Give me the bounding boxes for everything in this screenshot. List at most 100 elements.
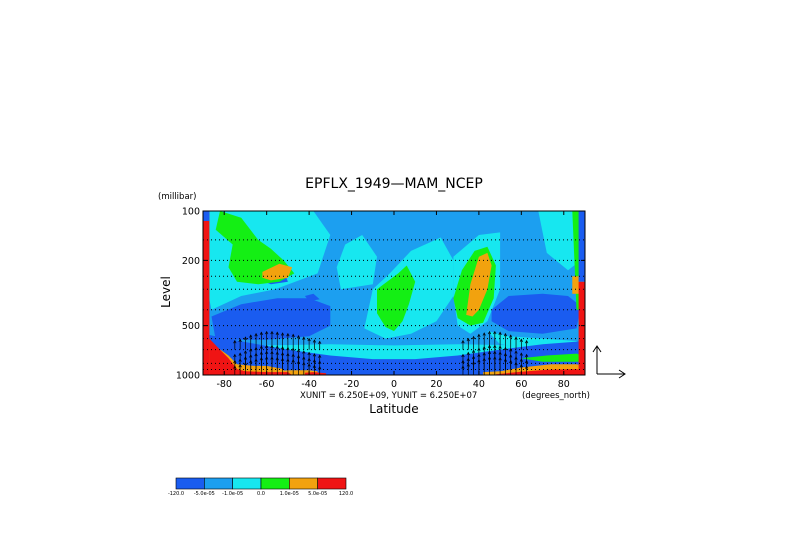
flux-vector-head--55-700 <box>275 331 279 335</box>
chart-title: EPFLX_1949—MAM_NCEP <box>305 176 483 192</box>
flux-vector-head--50-700 <box>286 332 290 337</box>
contour-region-2 <box>336 235 377 290</box>
flux-vector-head--57.5-700 <box>270 330 274 335</box>
flux-vector-head-37.5-700 <box>471 335 476 340</box>
x-tick-label-20: 20 <box>430 379 442 390</box>
colorbar-label-5: 5.0e-05 <box>308 491 327 497</box>
flux-vector-head--72.5-850 <box>238 352 242 356</box>
flux-vector-head-32.5-700 <box>461 339 465 344</box>
colorbar-swatch-4 <box>289 477 318 490</box>
flux-vector-head--75-700 <box>233 339 237 344</box>
flux-vector-head--35-700 <box>318 340 322 345</box>
reference-arrowhead-right <box>618 369 626 379</box>
contour-region-12 <box>304 293 320 302</box>
flux-vector-head--70-700 <box>243 336 248 340</box>
flux-vector-head--37.5-700 <box>312 339 317 343</box>
flux-vector-head--37.5-850 <box>312 353 317 357</box>
colorbar-swatch-3 <box>260 477 290 490</box>
flux-vector-head--47.5-700 <box>291 333 295 338</box>
x-tick-label--60: -60 <box>259 379 275 390</box>
flux-vector-head--45-850 <box>296 348 301 353</box>
flux-vector-head--75-850 <box>233 353 237 358</box>
y-tick-label-200: 200 <box>182 256 200 267</box>
y-tick-label-500: 500 <box>182 321 200 332</box>
x-tick-label-0: 0 <box>391 379 397 390</box>
y-axis-label: Level <box>159 276 173 308</box>
x-axis-label: Latitude <box>369 402 418 416</box>
reference-arrowhead-up <box>592 345 602 353</box>
contour-region-29 <box>203 211 210 221</box>
colorbar-swatch-1 <box>204 477 233 490</box>
x-tick-label-40: 40 <box>473 379 485 390</box>
flux-vector-head--62.5-700 <box>259 331 263 335</box>
contour-region-25 <box>209 338 293 375</box>
flux-vector-head-60-700 <box>519 338 523 342</box>
colorbar-label-1: -5.0e-05 <box>194 491 215 497</box>
x-tick-label-60: 60 <box>515 379 527 390</box>
flux-vector-head-62.5-850 <box>525 353 529 358</box>
flux-vector-head-52.5-700 <box>503 332 508 337</box>
contour-region-17 <box>521 353 585 362</box>
colorbar <box>175 477 347 490</box>
x-tick-label--20: -20 <box>344 379 360 390</box>
flux-vector-head--60-700 <box>265 330 269 335</box>
contour-region-18 <box>262 263 293 281</box>
x-tick-label--40: -40 <box>301 379 317 390</box>
contour-region-8 <box>211 298 331 340</box>
contour-fills <box>203 211 585 375</box>
flux-vector-head--65-700 <box>254 332 258 337</box>
vector-scale-label: XUNIT = 6.250E+09, YUNIT = 6.250E+07 <box>300 391 477 401</box>
reference-vector-arrows <box>592 345 626 379</box>
y-axis-unit-label: (millibar) <box>158 192 196 202</box>
contour-region-14 <box>377 265 416 332</box>
x-tick-label-80: 80 <box>558 379 570 390</box>
flux-vector-head-45-700 <box>487 330 492 335</box>
y-tick-label-1000: 1000 <box>176 371 200 382</box>
flux-vector-head--67.5-700 <box>249 334 253 338</box>
colorbar-label-4: 1.0e-05 <box>280 491 299 497</box>
x-axis-unit-label: (degrees_north) <box>522 391 590 401</box>
y-axis-ticks: 100 200 500 1000 <box>176 207 585 382</box>
colorbar-swatch-2 <box>232 477 262 490</box>
y-tick-label-100: 100 <box>182 207 200 218</box>
flux-vector-head--52.5-700 <box>280 332 285 336</box>
contour-region-24 <box>203 211 210 375</box>
x-axis-ticks: -80 -60 -40 -20 0 20 40 60 80 <box>216 211 570 390</box>
flux-vector-head-50-700 <box>498 331 502 335</box>
flux-vector-head--45-700 <box>296 335 301 339</box>
flux-vector-head--72.5-700 <box>238 338 242 342</box>
contour-region-6 <box>538 211 581 271</box>
flux-vector-head-62.5-700 <box>525 339 529 344</box>
flux-vector-head-57.5-700 <box>514 336 518 340</box>
colorbar-swatch-0 <box>175 477 205 490</box>
contour-region-10 <box>491 293 581 334</box>
colorbar-label-0: -120.0 <box>168 491 184 497</box>
colorbar-label-3: 0.0 <box>257 491 265 497</box>
flux-vector-head-60-850 <box>519 352 523 356</box>
colorbar-labels: -120.0 -5.0e-05 -1.0e-05 0.0 1.0e-05 5.0e-05 1… <box>168 491 353 497</box>
flux-vector-head-32.5-850 <box>461 353 465 358</box>
flux-vectors <box>233 330 529 375</box>
flux-vector-head--40-850 <box>307 351 311 356</box>
colorbar-label-6: 120.0 <box>339 491 353 497</box>
flux-vector-head-57.5-850 <box>514 350 518 354</box>
flux-vector-head--42.5-700 <box>302 336 306 340</box>
flux-vector-head--42.5-850 <box>302 350 306 354</box>
contour-region-28 <box>578 281 585 375</box>
contour-region-30 <box>578 211 585 282</box>
flux-vector-head-35-850 <box>466 351 470 356</box>
flux-vector-head-37.5-850 <box>471 349 476 353</box>
flux-vector-head-42.5-700 <box>482 332 486 336</box>
flux-vector-head-35-700 <box>466 337 470 342</box>
contour-region-26 <box>304 372 327 375</box>
contour-region-27 <box>495 369 585 375</box>
flux-vector-head--40-700 <box>307 337 311 342</box>
flux-vector-head--35-850 <box>318 354 322 358</box>
flux-vector-head-40-700 <box>477 333 481 338</box>
flux-vector-head-47.5-700 <box>493 330 497 335</box>
contour-region-19 <box>466 252 492 317</box>
colorbar-label-2: -1.0e-05 <box>222 491 243 497</box>
x-tick-label--80: -80 <box>216 379 232 390</box>
flux-vector-head-55-700 <box>509 334 513 338</box>
